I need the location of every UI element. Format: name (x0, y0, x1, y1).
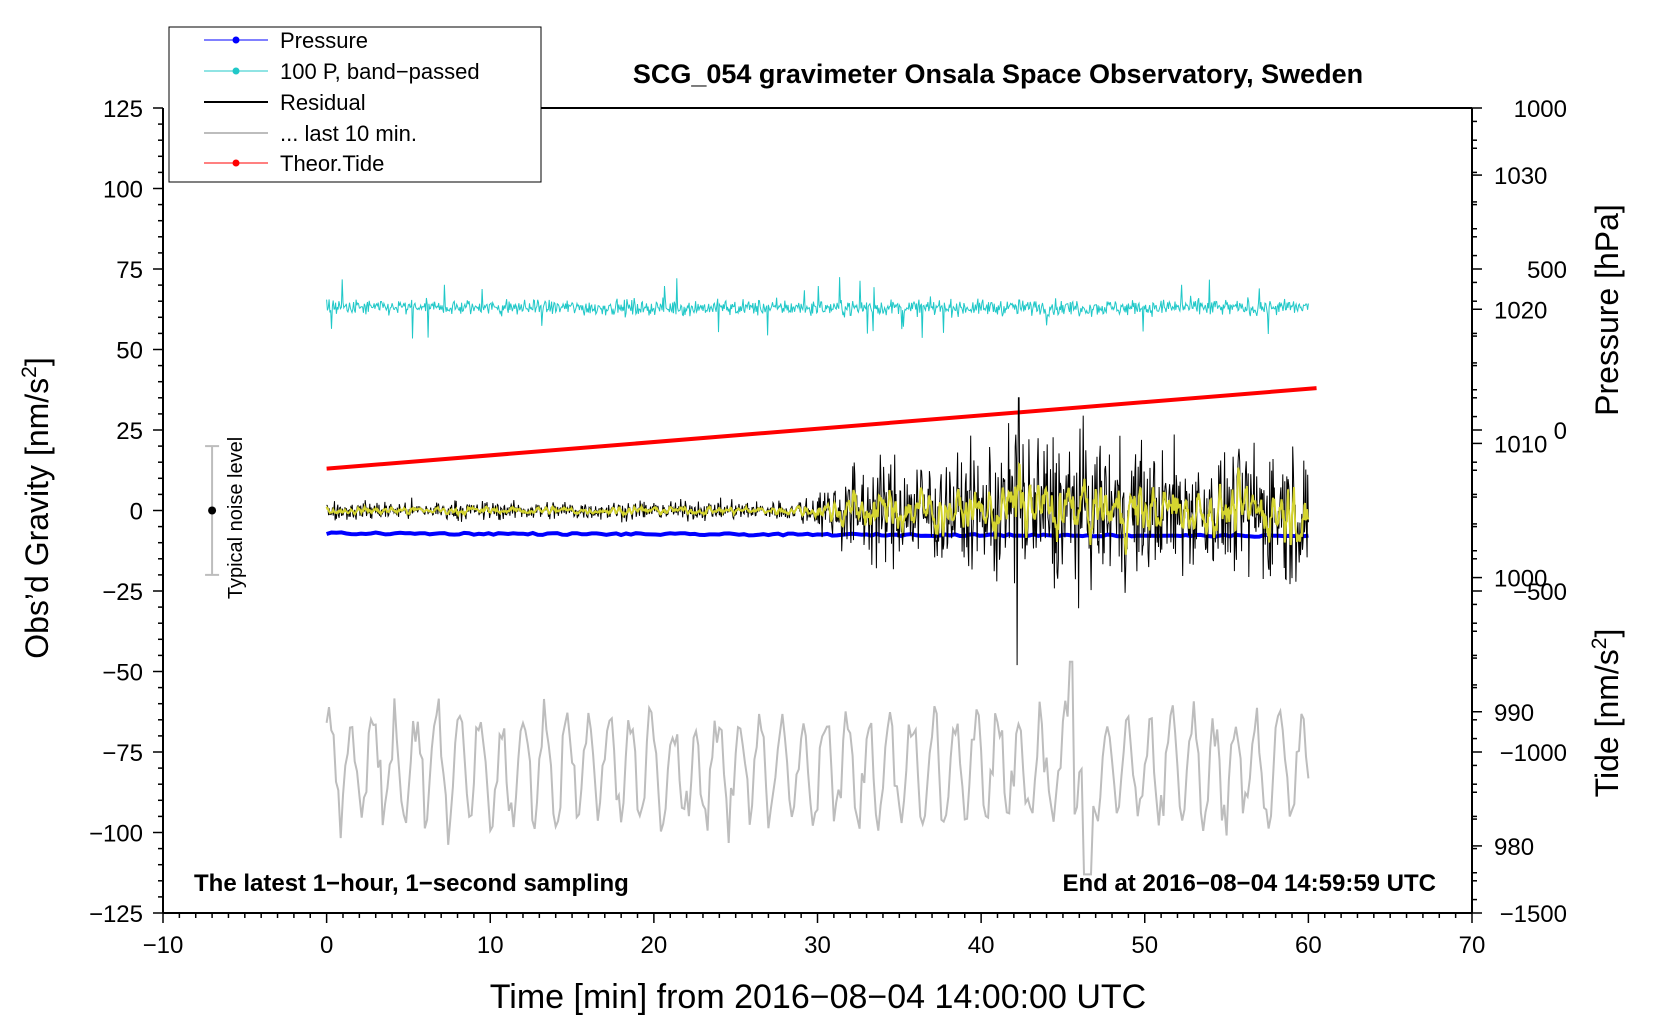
y-tick-label: 100 (103, 177, 143, 204)
legend-label-last-10-min: ... last 10 min. (280, 121, 417, 146)
x-tick-label: −10 (143, 932, 184, 959)
series-residual-smoothed (325, 461, 1310, 555)
y-tick-label: −75 (102, 740, 143, 767)
x-tick-label: 30 (804, 932, 831, 959)
series-band-passed-pressure (326, 277, 1309, 339)
pressure-axis-label: Pressure [hPa] (1589, 204, 1625, 416)
y-tick-label: 25 (116, 418, 143, 445)
y-axis-label: Obs’d Gravity [nm/s2] (18, 357, 55, 659)
y-tick-label: −125 (89, 901, 143, 928)
noise-bar-center (208, 506, 217, 515)
series-last-10-min (325, 660, 1310, 876)
y-tick-label: 0 (130, 499, 143, 526)
legend-entry-pressure: Pressure (204, 28, 368, 53)
x-tick-label: 40 (968, 932, 995, 959)
legend-entry-theor-tide: Theor.Tide (204, 151, 384, 176)
noise-level-bar (205, 445, 220, 576)
x-axis-label: Time [min] from 2016−08−04 14:00:00 UTC (490, 978, 1146, 1016)
series-residual (326, 397, 1309, 666)
legend-label-pressure: Pressure (280, 28, 368, 53)
legend-marker-pressure (232, 36, 240, 44)
legend-label-theor-tide: Theor.Tide (280, 151, 384, 176)
plot-area (205, 277, 1317, 876)
tide-tick-label: 500 (1527, 257, 1567, 284)
end-time-annotation: End at 2016−08−04 14:59:59 UTC (1062, 870, 1436, 897)
noise-level-label: Typical noise level (225, 437, 247, 599)
tide-axis-label: Tide [nm/s2] (1588, 629, 1625, 798)
pressure-tick-label: 1000 (1494, 566, 1547, 593)
series-theor-tide (326, 386, 1317, 471)
y-tick-label: −25 (102, 579, 143, 606)
legend-marker-theor-tide (232, 159, 240, 167)
tide-tick-label: −1500 (1500, 901, 1567, 928)
y-tick-label: 50 (116, 338, 143, 365)
y-tick-label: −100 (89, 821, 143, 848)
x-tick-label: 0 (320, 932, 333, 959)
pressure-tick-label: 1010 (1494, 431, 1547, 458)
pressure-tick-label: 980 (1494, 834, 1534, 861)
tide-tick-label: −1000 (1500, 740, 1567, 767)
legend-entry-residual: Residual (204, 90, 366, 115)
legend-marker-band-passed (232, 67, 240, 75)
tide-tick-label: −500 (1513, 579, 1567, 606)
pressure-tick-label: 1020 (1494, 297, 1547, 324)
y-tick-label: 75 (116, 257, 143, 284)
x-tick-label: 10 (477, 932, 504, 959)
axes: −10 0 10 20 30 40 50 60 701251007550250−25−50−75… (89, 96, 1567, 959)
tide-tick-label: 1000 (1514, 96, 1567, 123)
legend-label-residual: Residual (280, 90, 366, 115)
legend-box (168, 26, 542, 183)
x-tick-label: 50 (1131, 932, 1158, 959)
y-tick-label: −50 (102, 660, 143, 687)
x-tick-label: 70 (1459, 932, 1486, 959)
sampling-annotation: The latest 1−hour, 1−second sampling (194, 870, 629, 897)
series-pressure (326, 530, 1309, 539)
pressure-tick-label: 1030 (1494, 163, 1547, 190)
legend-entry-band-passed: 100 P, band−passed (204, 59, 480, 84)
legend-entry-last-10-min: ... last 10 min. (204, 121, 417, 146)
pressure-tick-label: 990 (1494, 700, 1534, 727)
chart-title: SCG_054 gravimeter Onsala Space Observat… (633, 59, 1363, 89)
x-tick-label: 60 (1295, 932, 1322, 959)
legend-label-band-passed: 100 P, band−passed (280, 59, 480, 84)
legend: Pressure 100 P, band−passed Residual ...… (168, 26, 542, 183)
tide-tick-label: 0 (1554, 418, 1567, 445)
y-tick-label: 125 (103, 96, 143, 123)
x-tick-label: 20 (641, 932, 668, 959)
